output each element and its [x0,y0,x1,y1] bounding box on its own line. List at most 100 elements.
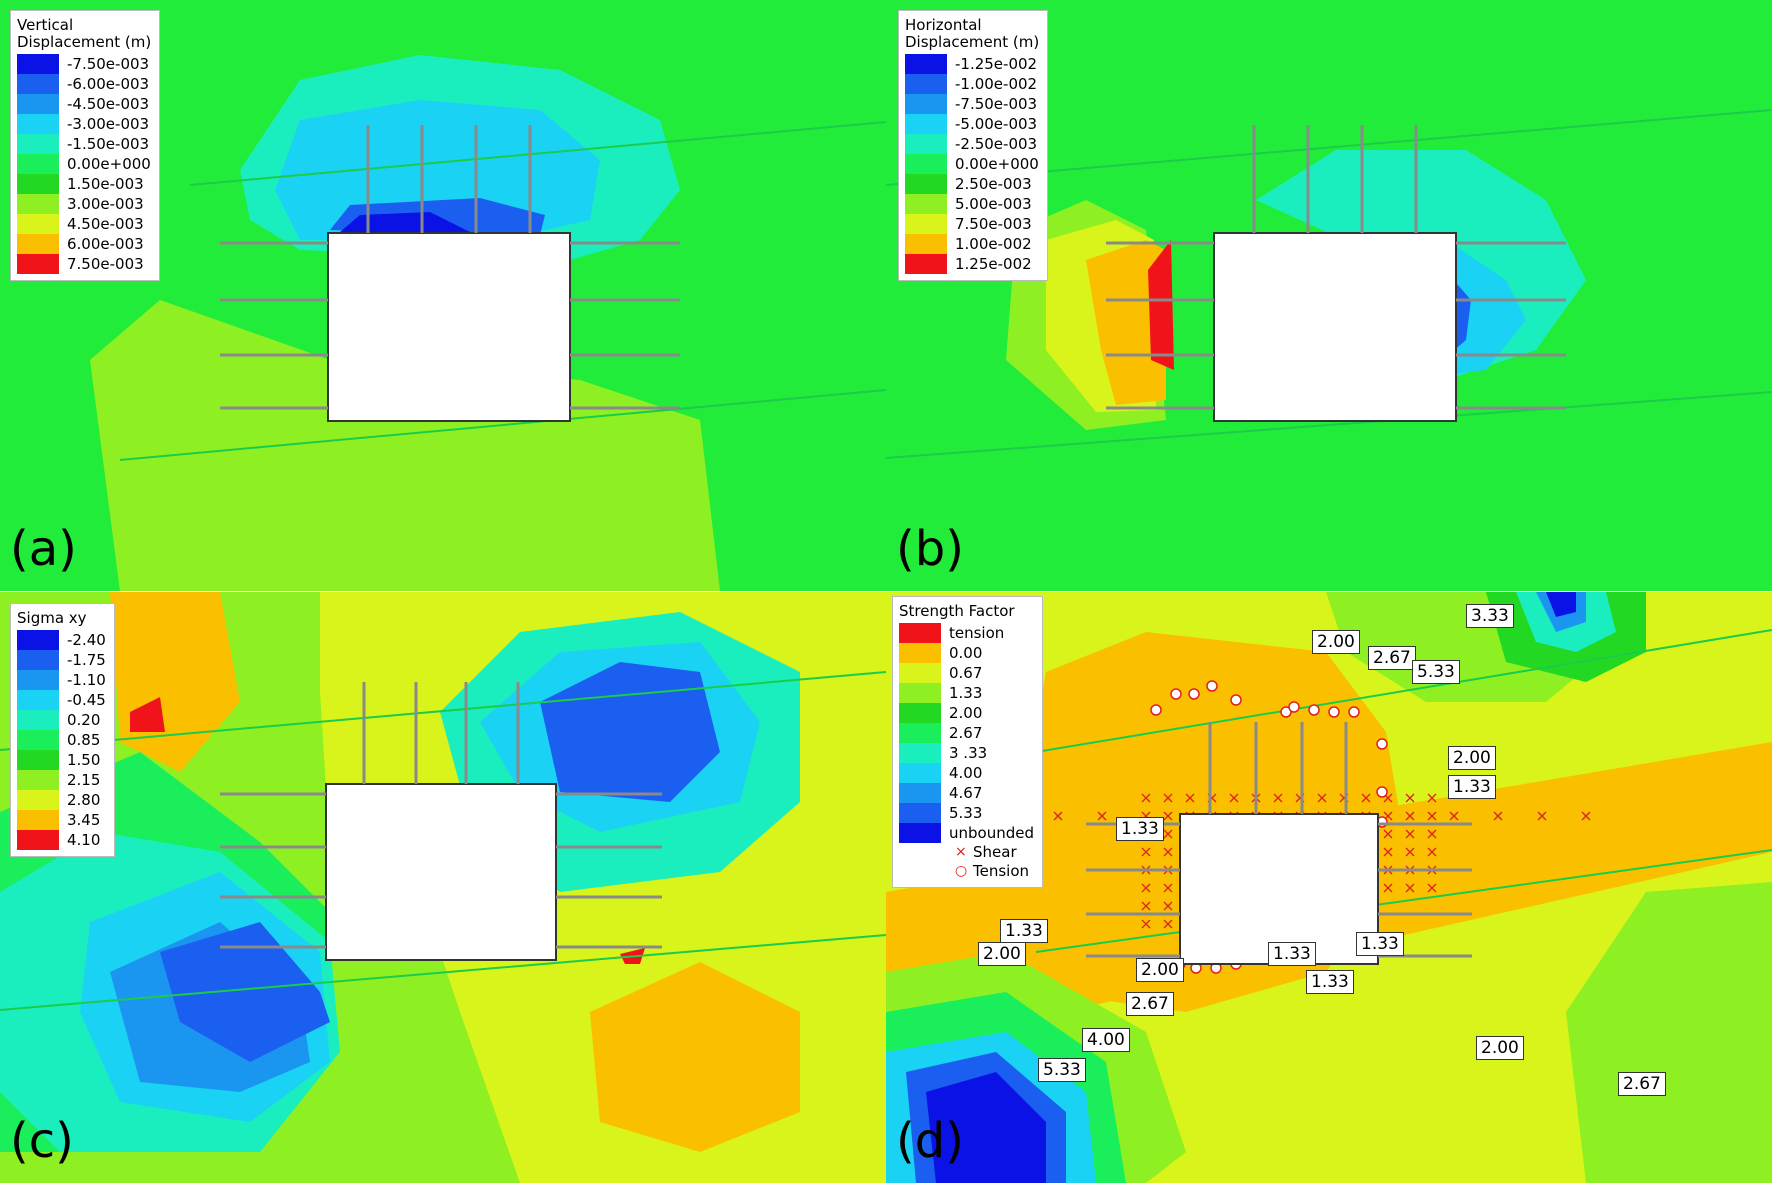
legend-entry: 0.85 [17,730,106,750]
legend-entry: -2.50e-003 [905,134,1039,154]
legend-label: -1.10 [67,670,106,689]
legend-mark-label: Tension [973,862,1030,880]
contour-value-label: 2.67 [1618,1072,1666,1096]
legend-swatch [899,643,941,663]
legend-label: 2.15 [67,770,101,789]
shear-mark [1361,793,1371,803]
legend-label: 5.33 [949,803,983,822]
shear-mark [1427,793,1437,803]
legend-entry: 2.67 [899,723,1034,743]
shear-mark [1163,847,1173,857]
legend-entry: 6.00e-003 [17,234,151,254]
legend-d: Strength Factor tension 0.00 0.67 1.33 2.00 2… [892,596,1043,888]
legend-entry: 1.25e-002 [905,254,1039,274]
legend-label: 0.00 [949,643,983,662]
legend-label: 2.80 [67,790,101,809]
legend-label: -2.50e-003 [955,134,1038,153]
legend-label: 4.50e-003 [67,214,144,233]
panel-sigma-xy: Sigma xy -2.40 -1.75 -1.10 -0.45 0.20 0.85 1.5… [0,592,886,1183]
legend-entry: 0.20 [17,710,106,730]
legend-mark-glyph: × [955,844,967,860]
contour-value-label: 1.33 [1356,932,1404,956]
shear-mark [1053,811,1063,821]
legend-label: 4.10 [67,830,101,849]
legend-entry: 1.50 [17,750,106,770]
legend-label: 0.85 [67,730,101,749]
contour-value-label: 2.00 [1448,746,1496,770]
legend-entry: 2.50e-003 [905,174,1039,194]
legend-c: Sigma xy -2.40 -1.75 -1.10 -0.45 0.20 0.85 1.5… [10,603,115,857]
shear-mark [1581,811,1591,821]
legend-label: 1.50e-003 [67,174,144,193]
legend-swatch [905,114,947,134]
shear-mark [1405,883,1415,893]
legend-entry: 7.50e-003 [17,254,151,274]
contour-plot-c [0,592,886,1183]
contour-value-label: 1.33 [1000,919,1048,943]
legend-swatch [899,723,941,743]
shear-mark [1163,919,1173,929]
legend-title: Strength Factor [899,602,1015,620]
panel-letter: (b) [896,521,964,577]
legend-label: -7.50e-003 [955,94,1038,113]
legend-entry: 4.67 [899,783,1034,803]
shear-mark [1405,793,1415,803]
tunnel-opening [1213,232,1457,422]
legend-mark-label: Shear [973,843,1017,861]
tunnel-opening [325,783,557,961]
legend-entry: 4.50e-003 [17,214,151,234]
legend-entry: -2.40 [17,630,106,650]
legend-swatch [899,743,941,763]
legend-swatch [899,663,941,683]
shear-mark [1141,901,1151,911]
legend-entry: 4.10 [17,830,106,850]
tension-mark [1348,706,1360,718]
legend-entry: -7.50e-003 [17,54,151,74]
legend-entry: -1.25e-002 [905,54,1039,74]
legend-marks: × Shear ○ Tension [899,843,1034,881]
rock-bolts [220,125,680,410]
legend-label: -2.40 [67,630,106,649]
legend-label: -1.50e-003 [67,134,150,153]
legend-title: Sigma xy [17,609,87,627]
tension-mark [1188,688,1200,700]
legend-label: 3 .33 [949,743,988,762]
shear-mark [1405,829,1415,839]
shear-mark [1427,847,1437,857]
legend-entry: 2.15 [17,770,106,790]
contour-value-label: 4.00 [1082,1028,1130,1052]
contour-value-label: 2.67 [1368,646,1416,670]
shear-mark [1383,847,1393,857]
legend-swatch [17,74,59,94]
shear-mark [1427,811,1437,821]
legend-swatch [899,763,941,783]
legend-entry: -1.10 [17,670,106,690]
legend-swatch [17,710,59,730]
legend-label: 3.00e-003 [67,194,144,213]
legend-label: 4.00 [949,763,983,782]
rock-bolts [1106,125,1566,410]
legend-label: 2.50e-003 [955,174,1032,193]
tension-mark [1230,694,1242,706]
legend-swatch [17,234,59,254]
tension-mark [1288,701,1300,713]
legend-entry: -3.00e-003 [17,114,151,134]
legend-swatch [905,54,947,74]
legend-label: 1.00e-002 [955,234,1032,253]
legend-swatch [905,74,947,94]
legend-swatch [905,134,947,154]
legend-label: 1.50 [67,750,101,769]
contour-plot-b [886,0,1772,591]
legend-swatch [17,94,59,114]
legend-title: Vertical Displacement (m) [17,16,152,51]
legend-swatch [905,154,947,174]
panel-letter: (a) [10,521,77,577]
shear-mark [1493,811,1503,821]
legend-swatch [17,790,59,810]
legend-entry: 3 .33 [899,743,1034,763]
legend-entries: -2.40 -1.75 -1.10 -0.45 0.20 0.85 1.50 2.15 2.80… [17,630,106,850]
tunnel-opening [1179,813,1379,965]
legend-label: 0.00e+000 [67,154,151,173]
legend-entry: -0.45 [17,690,106,710]
legend-swatch [899,803,941,823]
